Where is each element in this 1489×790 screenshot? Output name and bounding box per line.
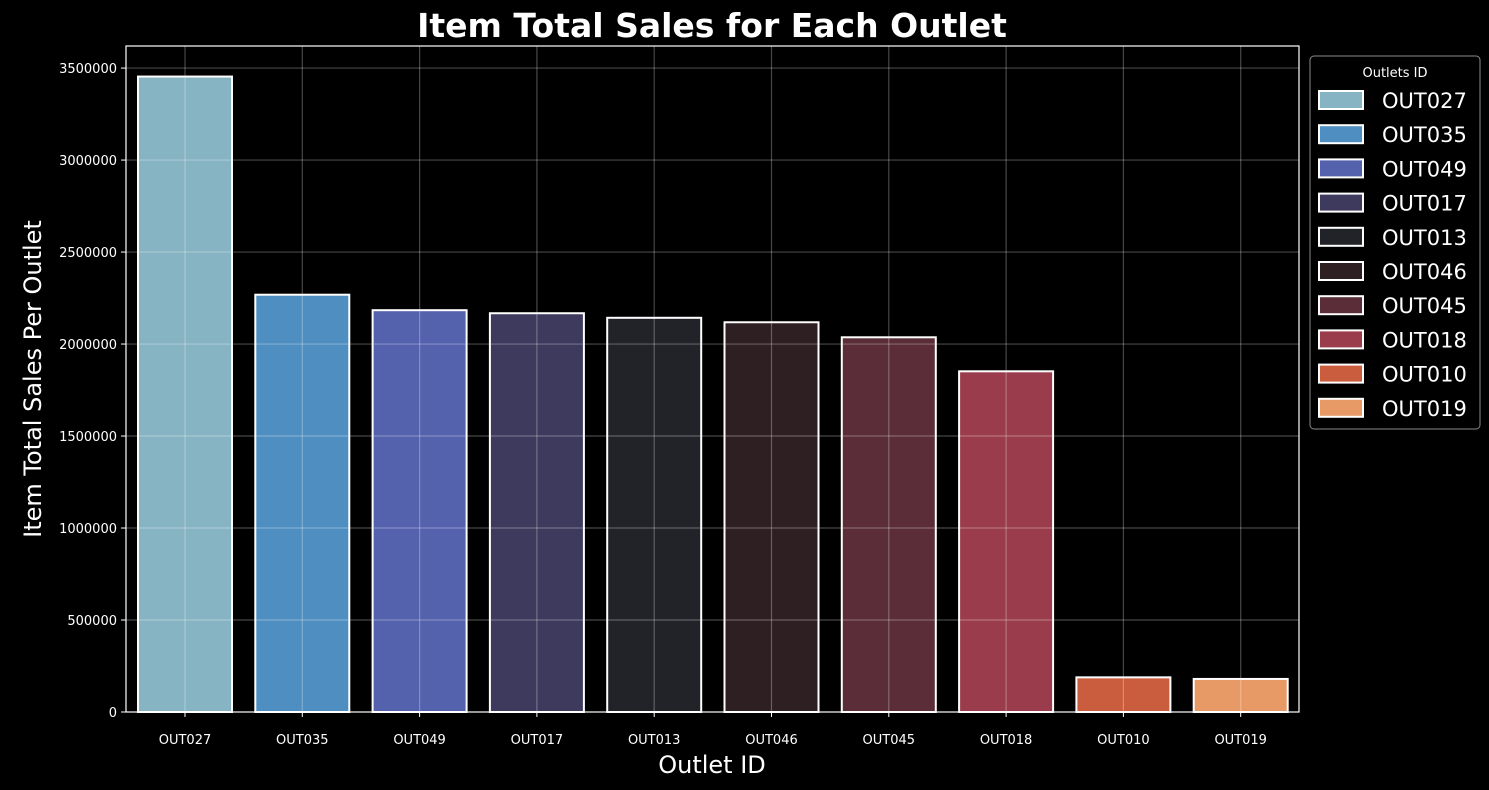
legend-label-out010: OUT010: [1382, 363, 1467, 387]
legend-label-out027: OUT027: [1382, 89, 1467, 113]
legend-swatch-out035: [1318, 124, 1364, 145]
bar-out046: [723, 321, 820, 713]
legend-label-out035: OUT035: [1382, 123, 1467, 147]
legend-label-out049: OUT049: [1382, 157, 1467, 181]
legend-label-out017: OUT017: [1382, 192, 1467, 216]
x-tick-label: OUT027: [159, 733, 212, 748]
x-tick-label: OUT013: [628, 733, 681, 748]
x-tick-label: OUT019: [1214, 733, 1267, 748]
bar-out049: [371, 309, 468, 713]
x-tick-label: OUT049: [393, 733, 446, 748]
x-tick-label: OUT035: [276, 733, 329, 748]
legend-swatch-out045: [1318, 295, 1364, 316]
legend-title: Outlets ID: [1362, 66, 1427, 81]
y-tick-label: 3000000: [59, 154, 117, 169]
legend-swatch-out019: [1318, 397, 1364, 418]
y-axis-label: Item Total Sales Per Outlet: [19, 220, 47, 538]
x-tick-label: OUT018: [980, 733, 1033, 748]
y-tick-label: 0: [109, 706, 117, 721]
legend-swatch-out046: [1318, 261, 1364, 281]
bar-out018: [958, 370, 1055, 713]
legend: Outlets ID OUT027 OUT035 OUT049 OUT017 OUT01…: [1309, 55, 1481, 430]
x-tick-label: OUT045: [863, 733, 916, 748]
bar-out019: [1192, 677, 1289, 713]
y-tick-label: 3500000: [59, 62, 117, 77]
plot-frame: [125, 45, 1300, 713]
y-tick-label: 500000: [67, 614, 117, 629]
bar-out035: [254, 293, 351, 713]
legend-label-out018: OUT018: [1382, 328, 1467, 352]
bars: [137, 75, 1289, 714]
y-tick-label: 1000000: [59, 522, 117, 537]
bar-out013: [606, 316, 703, 713]
x-axis-label: Outlet ID: [658, 751, 766, 779]
x-axis: OUT027 OUT035 OUT049 OUT017 OUT013 OUT046 OUT0…: [159, 712, 1267, 748]
legend-swatch-out017: [1318, 192, 1364, 213]
legend-label-out045: OUT045: [1382, 294, 1467, 318]
legend-swatch-out049: [1318, 158, 1364, 179]
legend-label-out013: OUT013: [1382, 226, 1467, 250]
legend-swatch-out013: [1318, 226, 1364, 247]
y-tick-label: 2500000: [59, 246, 117, 261]
y-axis: 0 500000 1000000 1500000 2000000 2500000 30000…: [59, 62, 126, 721]
x-tick-label: OUT010: [1097, 733, 1150, 748]
legend-swatch-out010: [1318, 363, 1364, 384]
legend-label-out019: OUT019: [1382, 397, 1467, 421]
x-tick-label: OUT046: [745, 733, 798, 748]
x-tick-label: OUT017: [511, 733, 564, 748]
chart-title: Item Total Sales for Each Outlet: [417, 6, 1007, 45]
legend-swatch-out018: [1318, 329, 1364, 350]
grid-overlay: [126, 46, 1299, 712]
bar-out027: [137, 75, 233, 713]
legend-swatch-out027: [1318, 90, 1364, 110]
y-tick-label: 1500000: [59, 430, 117, 445]
y-tick-label: 2000000: [59, 338, 117, 353]
bar-out017: [488, 312, 585, 713]
legend-label-out046: OUT046: [1382, 260, 1467, 284]
